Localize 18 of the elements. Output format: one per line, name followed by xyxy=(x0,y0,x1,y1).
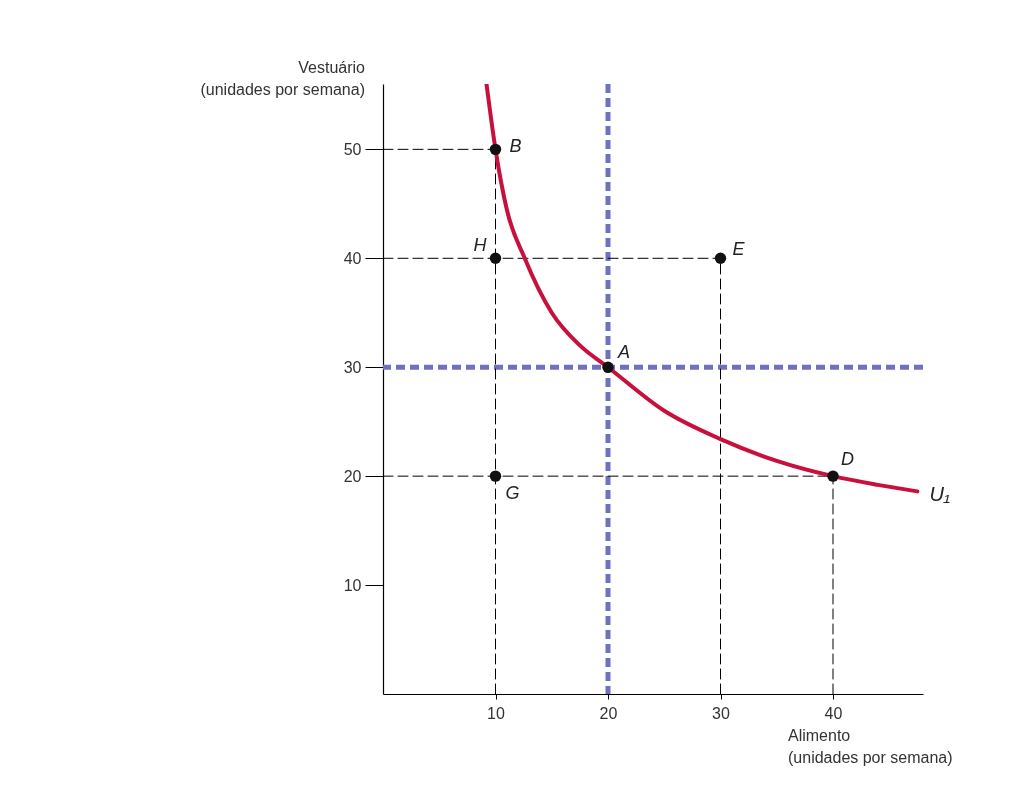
annotation: B xyxy=(509,136,522,157)
y-tick-label: 50 xyxy=(343,140,362,158)
x-tick-label: 30 xyxy=(712,704,730,722)
x-tick-label: 10 xyxy=(487,704,505,722)
y-tick-label: 20 xyxy=(343,467,362,485)
annotation: D xyxy=(841,449,854,470)
annotation: E xyxy=(732,239,746,260)
annotation: G xyxy=(505,483,520,504)
annotation: H xyxy=(473,235,488,256)
y-tick-label: 10 xyxy=(343,576,362,594)
series-label: U₁ xyxy=(929,483,951,506)
y-tick-label: 30 xyxy=(343,358,362,376)
y-tick-label: 40 xyxy=(343,249,362,267)
annotation: A xyxy=(617,342,631,363)
x-tick-label: 40 xyxy=(824,704,843,722)
x-tick-label: 20 xyxy=(599,704,618,722)
y-axis-title: Vestuário (unidades por semana) xyxy=(200,59,366,98)
x-axis-title: Alimento (unidades por semana) xyxy=(788,727,953,766)
